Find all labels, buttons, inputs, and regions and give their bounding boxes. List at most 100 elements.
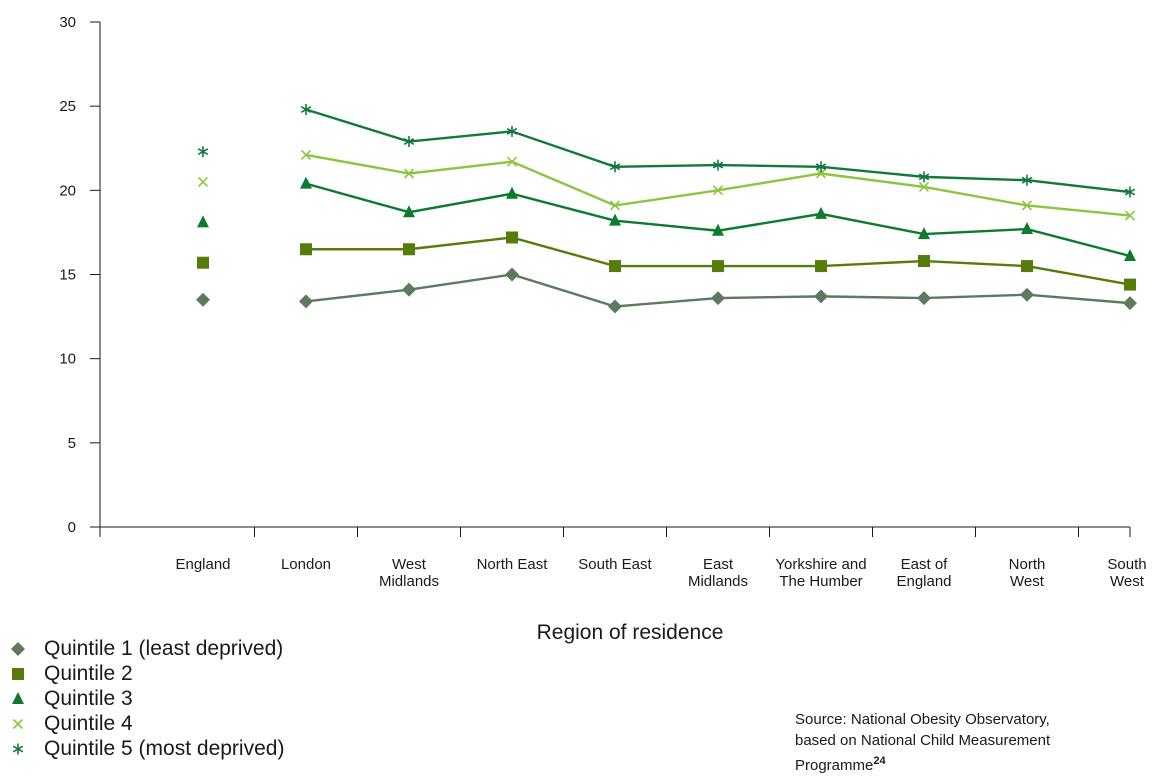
axes: 0 5 10 15 20 25 30 England London West Midlands Nor… [59, 14, 1146, 590]
legend-item: Quintile 3 [6, 686, 284, 711]
legend-marker-shape [11, 641, 25, 656]
data-point [300, 176, 312, 189]
legend-marker [12, 691, 24, 704]
data-point [197, 146, 209, 158]
source-line-3: Programme24 [795, 751, 1125, 776]
y-tick-label: 25 [59, 98, 76, 115]
source-reference: 24 [873, 755, 886, 767]
legend-marker [11, 641, 25, 656]
data-point [814, 289, 828, 304]
data-point [197, 176, 209, 187]
x-axis-label: Region of residence [536, 621, 724, 644]
x-tick-label: London [281, 556, 331, 573]
data-point [1021, 174, 1033, 186]
legend-item: Quintile 2 [6, 661, 284, 686]
x-tick-label: Yorkshire and The Humber [775, 556, 866, 590]
legend-marker-shape [12, 743, 24, 754]
legend-label: Quintile 5 (most deprived) [44, 736, 285, 760]
data-point [712, 185, 724, 196]
series-line [305, 182, 1131, 258]
data-point [608, 299, 622, 314]
data-point [609, 200, 621, 211]
data-point [815, 161, 827, 173]
series-layer [196, 104, 1137, 314]
legend-item: Quintile 1 (least deprived) [6, 636, 284, 661]
source-line-2: based on National Child Measurement [795, 732, 1051, 749]
data-point [1021, 222, 1033, 235]
series-4 [197, 149, 1136, 221]
data-point [815, 260, 827, 273]
data-point [299, 294, 313, 309]
data-point [1124, 186, 1136, 198]
data-point [1123, 296, 1137, 311]
y-tick-label: 15 [59, 267, 76, 284]
series-2 [197, 231, 1136, 291]
data-point [1020, 287, 1034, 302]
legend-marker-shape [12, 667, 24, 680]
data-point [506, 125, 518, 137]
legend-label: Quintile 2 [44, 661, 133, 685]
data-point [506, 231, 518, 244]
data-point [917, 291, 931, 306]
y-tick-label: 0 [68, 519, 76, 536]
legend-marker-shape [12, 718, 24, 729]
series-3 [197, 176, 1136, 261]
data-point [403, 168, 415, 179]
data-point [1124, 278, 1136, 291]
data-point [1021, 260, 1033, 273]
x-tick-label: North West [1009, 556, 1046, 590]
x-tick-label: South West [1107, 556, 1146, 590]
data-point [609, 161, 621, 173]
data-point [918, 227, 930, 240]
x-tick-label: East of England [896, 556, 951, 590]
data-point [300, 149, 312, 161]
y-tick-label: 5 [68, 435, 76, 452]
data-point [712, 223, 724, 236]
data-point [918, 255, 930, 268]
legend: Quintile 1 (least deprived) Quintile 2 Qui… [6, 636, 284, 761]
y-tick-label: 10 [59, 351, 76, 368]
x-tick-label: England [175, 556, 230, 573]
data-point [506, 156, 518, 167]
series-line [305, 108, 1131, 194]
data-point [403, 243, 415, 256]
data-point [1124, 210, 1136, 221]
data-point [815, 168, 827, 179]
data-point [300, 104, 312, 116]
legend-marker [12, 743, 24, 754]
data-point [197, 256, 209, 269]
data-point [815, 206, 827, 219]
y-tick-label: 30 [59, 14, 76, 31]
legend-label: Quintile 4 [44, 711, 133, 735]
legend-label: Quintile 1 (least deprived) [44, 636, 284, 660]
data-point [1021, 200, 1033, 211]
legend-marker [12, 718, 24, 729]
data-point [609, 213, 621, 226]
source-line-3-text: Programme [795, 757, 874, 774]
data-point [918, 181, 930, 193]
data-point [505, 267, 519, 282]
x-tick-label: South East [578, 556, 652, 573]
legend-marker [12, 667, 24, 680]
data-point [197, 215, 209, 228]
data-point [300, 243, 312, 256]
series-5 [197, 104, 1136, 198]
y-tick-label: 20 [59, 182, 76, 199]
data-point [402, 282, 416, 297]
x-tick-label: West Midlands [379, 556, 439, 590]
data-point [1124, 248, 1136, 261]
data-point [506, 186, 518, 199]
data-point [196, 292, 210, 307]
legend-marker-shape [12, 691, 24, 704]
series-1 [196, 267, 1137, 314]
x-tick-label: North East [477, 556, 549, 573]
data-point [712, 159, 724, 171]
data-point [609, 260, 621, 273]
source-note: Source: National Obesity Observatory, ba… [795, 709, 1125, 776]
legend-item: Quintile 5 (most deprived) [6, 736, 284, 761]
data-point [712, 260, 724, 273]
x-tick-label: East Midlands [688, 556, 748, 590]
legend-label: Quintile 3 [44, 686, 133, 710]
source-line-1: Source: National Obesity Observatory, [795, 711, 1050, 728]
